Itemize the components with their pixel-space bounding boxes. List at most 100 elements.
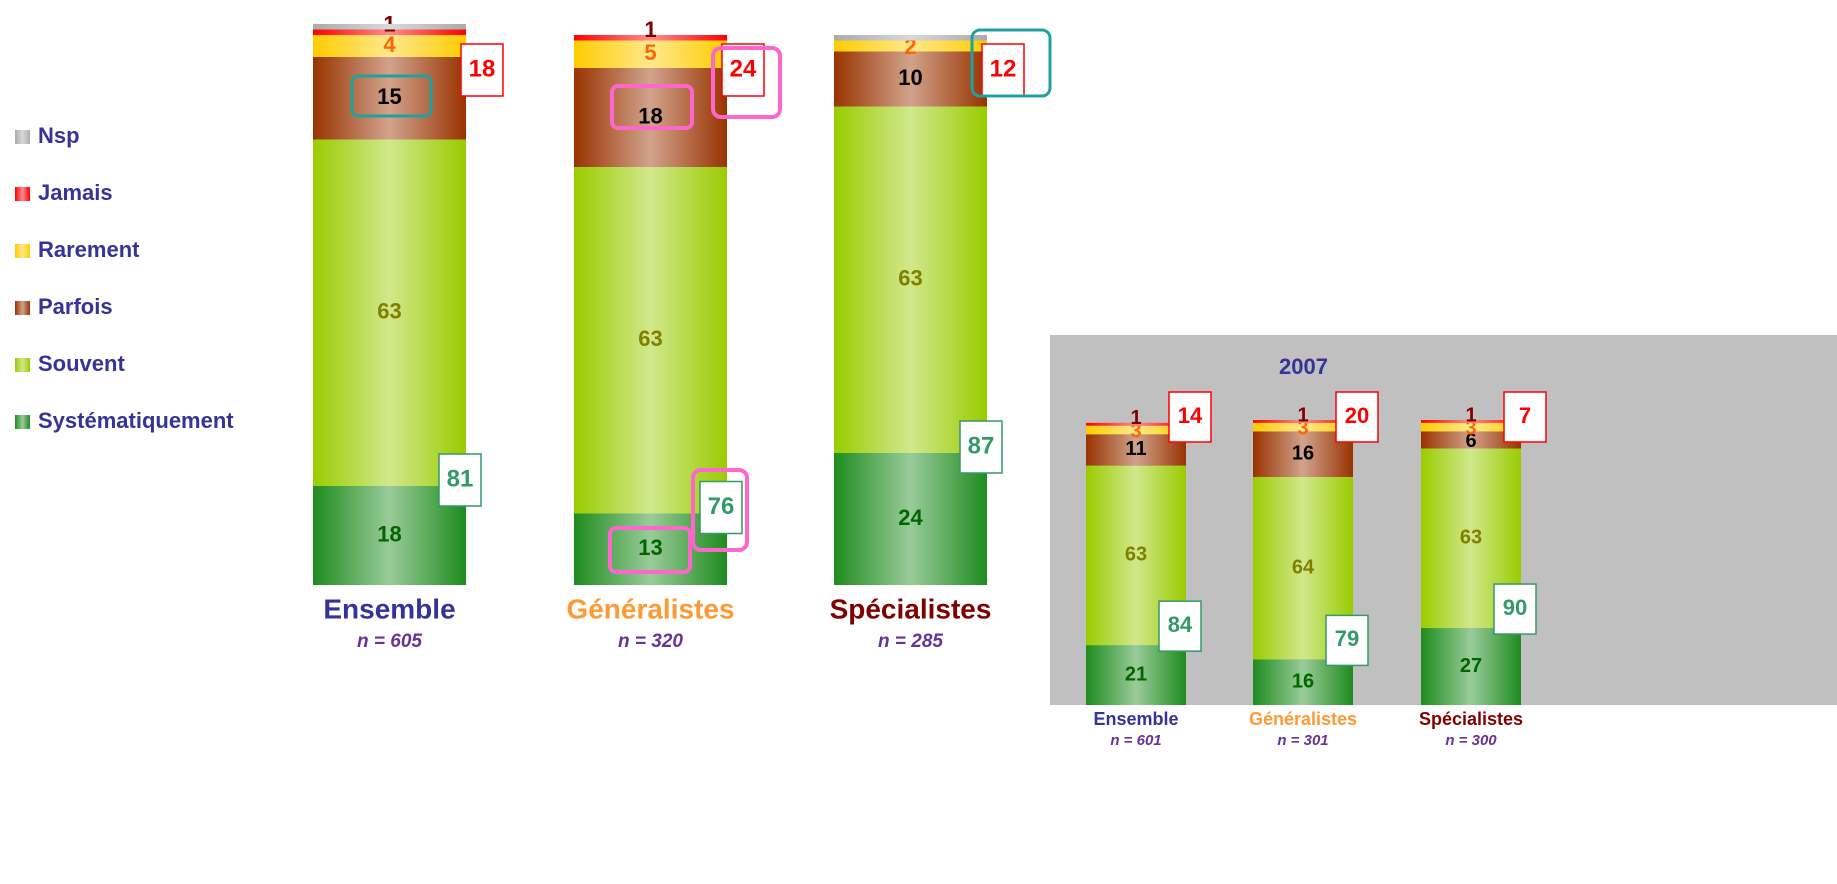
value-label: 3 xyxy=(1297,417,1308,439)
value-label: 18 xyxy=(377,521,401,546)
summary-label: 90 xyxy=(1503,595,1527,620)
legend-shine xyxy=(15,244,30,258)
bar-shine xyxy=(313,35,466,57)
bar-shine xyxy=(574,167,727,514)
value-label: 63 xyxy=(1460,527,1482,549)
bar-shine xyxy=(1421,420,1521,423)
legend-label: Jamais xyxy=(38,180,113,205)
x-tick-label: Spécialistes xyxy=(830,593,992,624)
value-label: 4 xyxy=(383,32,396,57)
value-label: 11 xyxy=(1125,438,1146,460)
value-label: 16 xyxy=(1292,670,1314,692)
value-label: 27 xyxy=(1460,655,1482,677)
highlight xyxy=(350,74,433,118)
category-note: n = 300 xyxy=(1445,732,1497,749)
highlight xyxy=(691,468,749,552)
summary-label: 12 xyxy=(990,55,1017,82)
legend-shine xyxy=(15,301,30,315)
bar-shine xyxy=(1086,645,1186,705)
category-note: n = 601 xyxy=(1110,732,1161,749)
bar-shine xyxy=(313,139,466,486)
value-label: 1 xyxy=(1465,404,1476,426)
bar-shine xyxy=(834,106,987,453)
summary-box xyxy=(1493,583,1537,635)
value-label: 63 xyxy=(898,266,922,291)
value-label: 3 xyxy=(1130,420,1141,442)
summary-label: 24 xyxy=(730,55,757,82)
value-label: 64 xyxy=(1292,556,1315,578)
legend-label: Nsp xyxy=(38,123,80,148)
value-label: 1 xyxy=(1297,404,1308,426)
bar-shine xyxy=(1086,422,1186,426)
bar-shine xyxy=(1253,420,1353,423)
summary-label: 18 xyxy=(469,55,496,82)
bar-shine xyxy=(313,29,466,35)
x-tick-label: Généralistes xyxy=(566,593,734,624)
value-label: 1 xyxy=(644,17,656,42)
summary-label: 87 xyxy=(968,432,995,459)
summary-label: 76 xyxy=(708,493,735,520)
summary-label: 14 xyxy=(1178,403,1203,428)
legend-shine xyxy=(15,187,30,201)
summary-label: 20 xyxy=(1345,403,1369,428)
value-label: 18 xyxy=(638,103,662,128)
value-label: 1 xyxy=(1130,407,1141,429)
bar-shine xyxy=(574,40,727,68)
highlight xyxy=(970,28,1052,98)
bar-shine xyxy=(1421,422,1521,432)
value-label: 3 xyxy=(1465,417,1476,439)
x-tick-label: Spécialistes xyxy=(1419,709,1523,729)
summary-label: 7 xyxy=(1519,403,1531,428)
summary-label: 79 xyxy=(1335,626,1359,651)
value-label: 16 xyxy=(1292,442,1314,464)
bar-shine xyxy=(834,40,987,52)
legend-label: Souvent xyxy=(38,351,125,376)
highlights xyxy=(350,28,1052,574)
value-label: 63 xyxy=(638,326,662,351)
value-label: 15 xyxy=(377,84,401,109)
chart-title: 2007 xyxy=(1279,354,1328,379)
x-tick-label: Ensemble xyxy=(323,593,455,624)
value-label: 1 xyxy=(383,11,395,36)
category-note: n = 320 xyxy=(618,631,683,652)
bar-shine xyxy=(313,24,466,30)
bar-shine xyxy=(834,35,987,41)
x-tick-label: Généralistes xyxy=(1249,709,1357,729)
summary-label: 84 xyxy=(1168,612,1193,637)
value-label: 10 xyxy=(898,65,922,90)
summary-box xyxy=(721,43,765,97)
legend-shine xyxy=(15,130,30,144)
highlight xyxy=(610,84,694,130)
summary-box xyxy=(1503,391,1547,443)
bar-shine xyxy=(1086,425,1186,435)
summary-box xyxy=(460,43,504,97)
legend-label: Systématiquement xyxy=(38,408,234,433)
legend-label: Rarement xyxy=(38,237,140,262)
category-note: n = 605 xyxy=(357,631,422,652)
summary-box xyxy=(1335,391,1379,443)
summary-box xyxy=(959,420,1003,474)
value-label: 5 xyxy=(644,40,656,65)
bar-shine xyxy=(834,51,987,107)
legend-shine xyxy=(15,415,30,429)
value-label: 63 xyxy=(1125,544,1147,566)
highlight xyxy=(711,46,782,119)
value-label: 21 xyxy=(1125,663,1147,685)
summary-box xyxy=(1325,614,1369,667)
bar-shine xyxy=(834,453,987,585)
value-label: 24 xyxy=(898,505,923,530)
legend-label: Parfois xyxy=(38,294,113,319)
bar-shine xyxy=(1421,431,1521,449)
legend-shine xyxy=(15,358,30,372)
value-label: 6 xyxy=(1465,430,1476,452)
bar-shine xyxy=(313,57,466,140)
value-label: 63 xyxy=(377,299,401,324)
bar-shine xyxy=(1253,422,1353,432)
category-note: n = 301 xyxy=(1277,732,1328,749)
summary-box xyxy=(1168,391,1212,443)
summary-box xyxy=(1158,600,1202,652)
summary-box xyxy=(438,453,482,507)
highlight xyxy=(608,526,692,574)
